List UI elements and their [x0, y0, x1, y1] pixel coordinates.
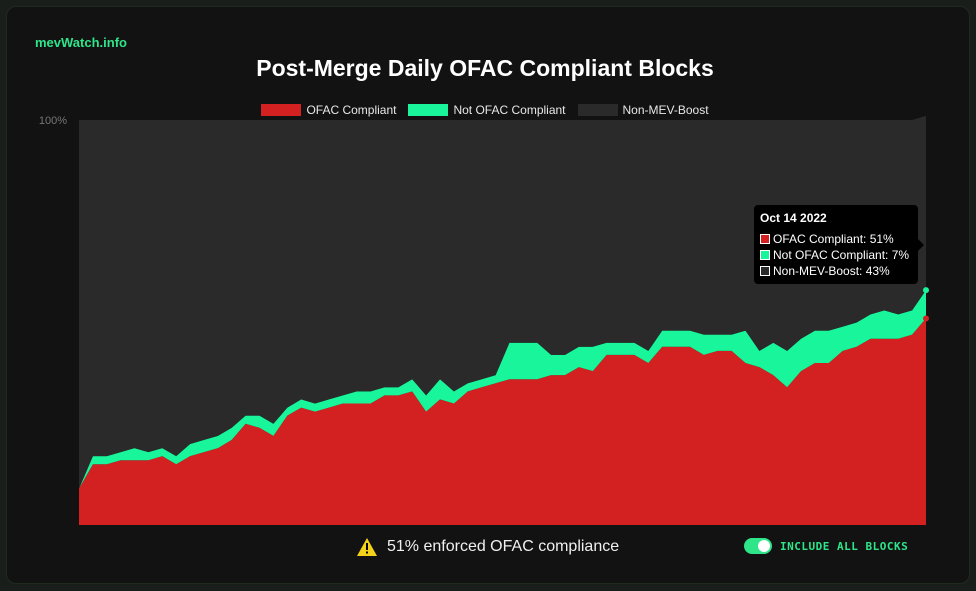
tooltip-swatch-non-mev	[760, 266, 770, 276]
hover-point-ofac	[923, 315, 929, 322]
compliance-notice: 51% enforced OFAC compliance	[357, 538, 619, 556]
brand-logo-text[interactable]: mevWatch.info	[35, 35, 127, 50]
warning-icon	[357, 538, 377, 556]
tooltip-text-ofac: OFAC Compliant: 51%	[773, 232, 894, 246]
chart-tooltip: Oct 14 2022 OFAC Compliant: 51% Not OFAC…	[754, 205, 924, 284]
tooltip-swatch-ofac	[760, 234, 770, 244]
compliance-notice-text: 51% enforced OFAC compliance	[387, 538, 620, 555]
tooltip-swatch-not-ofac	[760, 250, 770, 260]
toggle-knob	[758, 540, 770, 552]
legend-swatch-not-ofac	[408, 104, 449, 116]
area-non-mev-boost[interactable]	[79, 115, 926, 489]
legend-label-ofac: OFAC Compliant	[306, 103, 397, 117]
tooltip-date: Oct 14 2022	[760, 211, 827, 225]
legend-label-not-ofac: Not OFAC Compliant	[453, 103, 566, 117]
y-tick-label-100: 100%	[39, 115, 67, 127]
legend-swatch-ofac	[261, 104, 302, 116]
legend-swatch-non-mev	[577, 104, 618, 116]
chart-legend: OFAC Compliant Not OFAC Compliant Non-ME…	[7, 103, 963, 117]
legend-label-non-mev: Non-MEV-Boost	[622, 103, 709, 117]
area-not-ofac-compliant[interactable]	[79, 290, 926, 489]
toggle-switch[interactable]	[744, 538, 772, 554]
legend-item-ofac[interactable]: OFAC Compliant	[261, 103, 396, 117]
toggle-label: INCLUDE ALL BLOCKS	[780, 539, 909, 553]
legend-item-non-mev[interactable]: Non-MEV-Boost	[577, 103, 709, 117]
hover-point-not-ofac	[923, 287, 929, 294]
tooltip-text-non-mev: Non-MEV-Boost: 43%	[773, 264, 890, 278]
tooltip-text-not-ofac: Not OFAC Compliant: 7%	[773, 248, 910, 262]
chart-title: Post-Merge Daily OFAC Compliant Blocks	[256, 55, 714, 81]
area-ofac-compliant[interactable]	[79, 318, 926, 525]
tooltip-row-ofac: OFAC Compliant: 51%	[760, 231, 912, 247]
tooltip-row-non-mev: Non-MEV-Boost: 43%	[760, 263, 912, 279]
include-all-blocks-toggle[interactable]: INCLUDE ALL BLOCKS	[744, 538, 908, 554]
legend-item-not-ofac[interactable]: Not OFAC Compliant	[408, 103, 566, 117]
tooltip-row-not-ofac: Not OFAC Compliant: 7%	[760, 247, 912, 263]
